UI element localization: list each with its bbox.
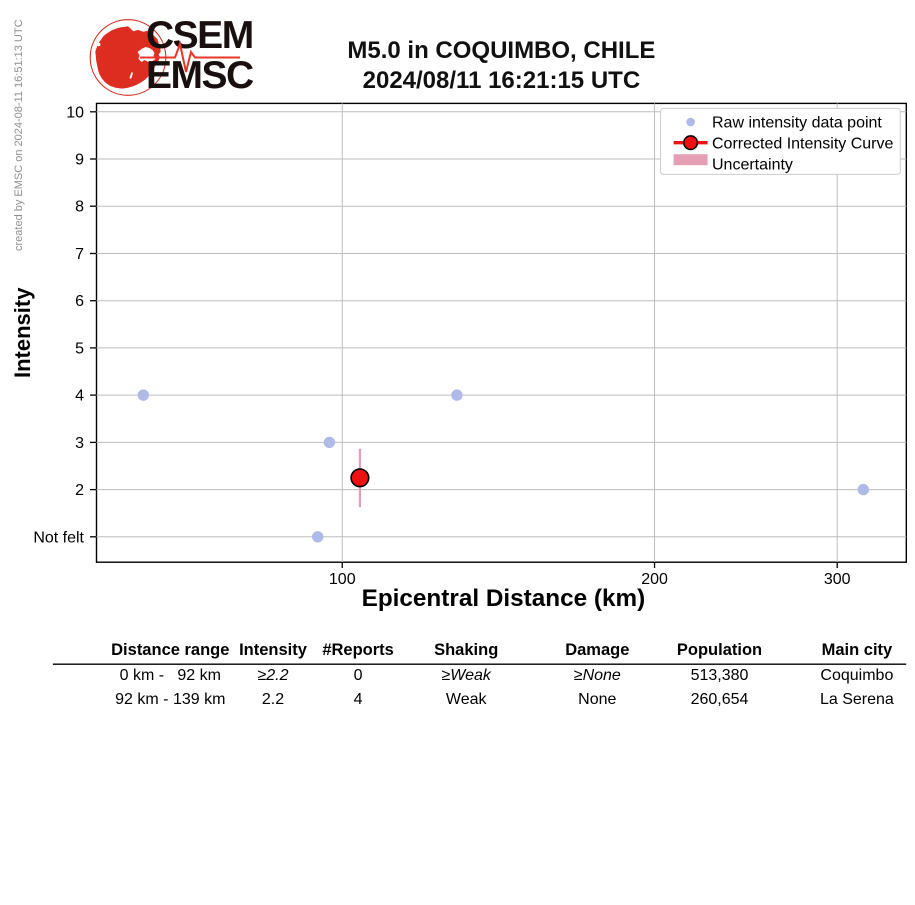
svg-text:92 km - 139 km: 92 km - 139 km bbox=[115, 691, 225, 708]
svg-text:≥None: ≥None bbox=[574, 667, 621, 684]
svg-text:Coquimbo: Coquimbo bbox=[820, 667, 893, 684]
svg-text:La Serena: La Serena bbox=[820, 691, 894, 708]
svg-text:2.2: 2.2 bbox=[262, 691, 284, 708]
svg-text:Shaking: Shaking bbox=[434, 641, 498, 659]
svg-text:260,654: 260,654 bbox=[691, 691, 749, 708]
svg-text:#Reports: #Reports bbox=[322, 641, 394, 659]
svg-text:4: 4 bbox=[354, 691, 363, 708]
svg-text:Damage: Damage bbox=[565, 641, 629, 659]
svg-text:Intensity: Intensity bbox=[239, 641, 308, 659]
svg-text:Population: Population bbox=[677, 641, 762, 659]
svg-text:513,380: 513,380 bbox=[691, 667, 749, 684]
svg-text:0 km - 92 km: 0 km - 92 km bbox=[120, 667, 221, 684]
svg-text:0: 0 bbox=[354, 667, 363, 684]
svg-text:Weak: Weak bbox=[446, 691, 488, 708]
svg-text:Main city: Main city bbox=[822, 641, 893, 659]
svg-text:Distance range: Distance range bbox=[111, 641, 229, 659]
svg-text:≥2.2: ≥2.2 bbox=[257, 667, 288, 684]
svg-text:≥Weak: ≥Weak bbox=[442, 667, 492, 684]
svg-text:None: None bbox=[578, 691, 616, 708]
